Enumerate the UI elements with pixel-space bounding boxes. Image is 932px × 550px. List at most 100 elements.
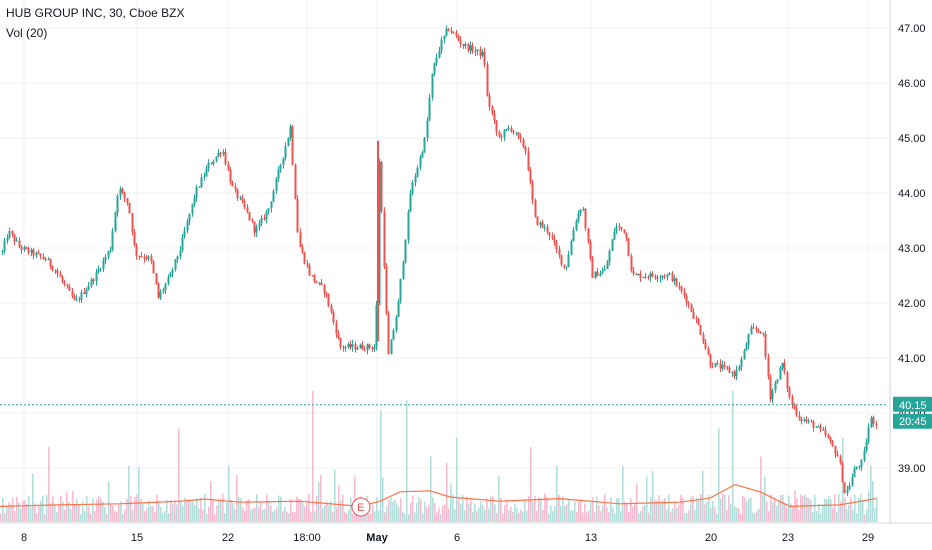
candle-body [397,301,400,318]
volume-bar [34,503,36,522]
volume-bar [396,503,398,522]
volume-bar [746,500,748,522]
volume-bar [614,512,616,522]
volume-bar [512,512,514,522]
volume-bar [474,503,476,522]
volume-bar [566,504,568,522]
candle-body [486,64,489,96]
volume-bar [600,511,602,522]
volume-bar [278,495,280,522]
volume-bar [426,507,428,522]
candle-body [743,350,746,360]
candle-body [853,468,856,478]
candle-body [680,286,683,291]
volume-bar [826,499,828,522]
volume-bar [834,494,836,522]
candle-body [474,51,477,53]
volume-bar [394,499,396,522]
volume-bar [130,496,132,522]
volume-bar [518,512,520,522]
volume-bar [430,456,432,522]
volume-bar [62,501,64,522]
volume-bar [460,503,462,522]
candle-body [275,178,278,192]
volume-bar [226,502,228,522]
candle-body [3,240,6,252]
volume-bar [736,507,738,522]
candle-body [361,344,364,350]
candle-body [563,264,566,267]
volume-bar [652,471,654,522]
time-tick-label: May [366,532,388,544]
volume-bar [796,498,798,522]
candle-body [805,419,808,422]
candle-body [157,284,160,298]
candle-body [171,269,174,273]
volume-bar [308,493,310,522]
candle-body [54,270,57,272]
volume-bar [212,498,214,522]
candle-body [323,284,326,294]
earnings-marker[interactable]: E [351,497,371,517]
candle-body [390,339,393,355]
volume-bar [458,496,460,522]
volume-indicator-label[interactable]: Vol (20) [6,26,48,40]
candle-body [49,258,52,267]
volume-bar [478,507,480,522]
candle-body [402,262,405,279]
candle-body [63,281,66,285]
candle-body [431,73,434,98]
candle-body [119,188,122,197]
candle-body [567,254,570,267]
volume-bar [262,509,264,522]
candle-body [179,250,182,257]
volume-bar [272,511,274,522]
candle-body [738,366,741,370]
volume-bar [400,498,402,522]
volume-bar [810,499,812,522]
candle-body [608,250,611,263]
volume-bar [14,510,16,522]
volume-bar [778,500,780,522]
candle-body [198,186,201,188]
candle-body [174,259,177,270]
volume-bar [696,497,698,522]
time-axis[interactable]: 8 15 22 18:00 May 6 13 20 23 29 [21,532,874,544]
volume-bar [190,500,192,522]
volume-bar [876,496,878,522]
volume-bar [668,494,670,522]
candle-body [258,223,261,228]
volume-bar [690,497,692,522]
volume-bar [108,481,110,522]
volume-bar [486,498,488,522]
candle-body [387,313,390,355]
volume-bar [806,497,808,522]
candle-body [85,289,88,294]
volume-bar [160,507,162,522]
candle-body [522,139,525,147]
volume-bar [68,501,70,522]
volume-bar [758,508,760,522]
volume-bar [332,512,334,522]
candle-body [311,275,314,277]
candle-body [450,30,453,33]
candle-body [203,175,206,178]
volume-bar [840,501,842,522]
volume-bar [42,495,44,522]
volume-bar [724,494,726,522]
candle-body [841,462,844,483]
candle-body [205,168,208,176]
volume-bar [246,500,248,522]
volume-bar [830,499,832,522]
candle-body [505,129,508,131]
volume-bar [220,498,222,522]
volume-bar [546,496,548,522]
volume-bar [540,498,542,522]
candle-body [200,177,203,187]
volume-bar [822,504,824,522]
volume-bar [138,466,140,522]
volume-bar [352,513,354,522]
volume-bar [516,507,518,522]
volume-bar [742,496,744,522]
